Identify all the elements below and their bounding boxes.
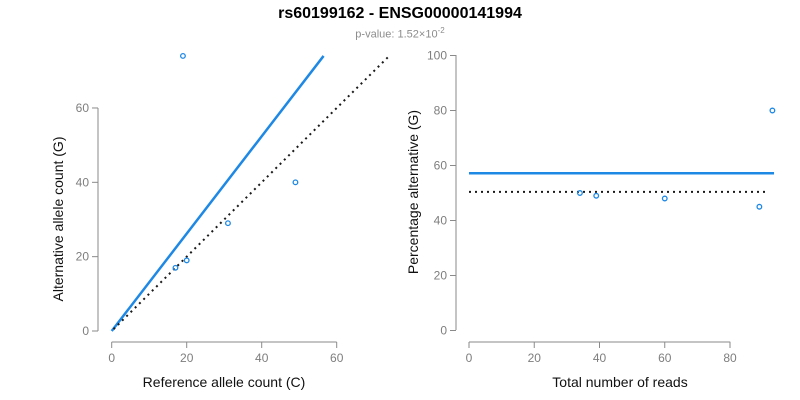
y-tick-label: 0 — [440, 324, 447, 338]
y-tick-label: 20 — [434, 269, 448, 283]
x-tick-label: 40 — [593, 351, 607, 365]
x-tick-label: 20 — [528, 351, 542, 365]
left-y-axis-title: Alternative allele count (G) — [50, 137, 66, 302]
data-point — [183, 257, 190, 264]
x-tick-label: 20 — [180, 351, 194, 365]
y-tick-label: 0 — [82, 324, 89, 338]
right-x-axis-title: Total number of reads — [552, 374, 687, 390]
pvalue-exponent: -2 — [437, 26, 445, 35]
data-point — [593, 192, 600, 199]
left-x-axis-title: Reference allele count (C) — [143, 374, 306, 390]
pvalue-subtitle: p-value: 1.52×10-2 — [0, 26, 800, 41]
x-tick-label: 0 — [108, 351, 115, 365]
left-scatter-panel: 0 20 40 60 0 20 40 60 — [76, 52, 390, 365]
y-tick-label: 40 — [434, 214, 448, 228]
data-point — [224, 220, 231, 227]
x-tick-label: 60 — [658, 351, 672, 365]
x-tick-label: 60 — [330, 351, 344, 365]
right-scatter-panel: 0 20 40 60 80 0 20 40 60 80 100 — [427, 49, 776, 365]
data-point — [576, 190, 583, 196]
pvalue-text: p-value: 1.52×10 — [355, 28, 438, 41]
y-tick-label: 100 — [427, 49, 447, 63]
x-tick-label: 40 — [255, 351, 269, 365]
x-tick-label: 0 — [466, 351, 473, 365]
y-tick-label: 60 — [76, 101, 90, 115]
fit-line — [110, 55, 325, 332]
y-tick-label: 80 — [434, 104, 448, 118]
y-tick-label: 60 — [434, 159, 448, 173]
data-point — [661, 195, 668, 202]
data-point — [179, 52, 186, 59]
page-title: rs60199162 - ENSG00000141994 — [278, 5, 522, 22]
data-point — [769, 107, 776, 114]
identity-line — [112, 55, 390, 330]
x-tick-label: 80 — [723, 351, 737, 365]
data-point — [756, 203, 763, 210]
y-tick-label: 20 — [76, 250, 90, 264]
data-point — [292, 179, 299, 186]
data-point — [172, 264, 179, 271]
y-tick-label: 40 — [76, 175, 90, 189]
right-y-axis-title: Percentage alternative (G) — [405, 110, 421, 274]
